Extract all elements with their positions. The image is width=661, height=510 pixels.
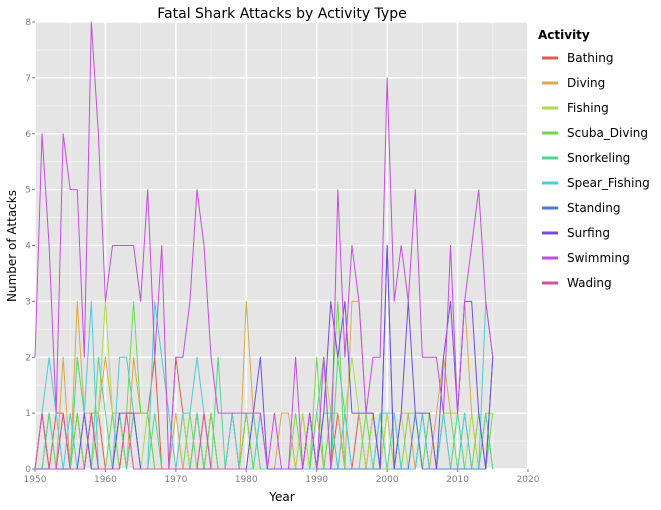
legend-label-standing: Standing (567, 201, 620, 215)
x-tick-label: 1960 (94, 475, 117, 485)
y-axis-title: Number of Attacks (5, 190, 19, 302)
legend-label-scuba-diving: Scuba_Diving (567, 126, 648, 140)
series-layer (34, 21, 494, 470)
x-tick-label: 2020 (517, 475, 540, 485)
legend-label-swimming: Swimming (567, 251, 630, 265)
legend-label-spear-fishing: Spear_Fishing (567, 176, 650, 190)
series-line-standing (316, 245, 494, 470)
y-tick-label: 1 (25, 409, 31, 419)
x-tick-label: 1990 (305, 475, 328, 485)
legend-label-diving: Diving (567, 76, 605, 90)
series-line-wading (34, 412, 247, 470)
y-tick-label: 3 (25, 297, 31, 307)
legend-label-fishing: Fishing (567, 101, 609, 115)
x-tick-label: 1950 (24, 475, 47, 485)
legend-label-wading: Wading (567, 276, 612, 290)
y-tick-label: 2 (25, 353, 31, 363)
x-tick-label: 2000 (376, 475, 399, 485)
y-tick-label: 4 (25, 242, 31, 252)
y-tick-label: 5 (25, 186, 31, 196)
series-line-swimming (34, 21, 494, 470)
x-tick-label: 1970 (164, 475, 187, 485)
legend-label-bathing: Bathing (567, 51, 613, 65)
y-tick-label: 8 (25, 18, 31, 28)
y-tick-label: 0 (25, 465, 31, 475)
y-tick-label: 6 (25, 130, 31, 140)
x-tick-label: 2010 (446, 475, 469, 485)
x-axis-title: Year (268, 490, 294, 504)
y-tick-label: 7 (25, 74, 31, 84)
chart-title: Fatal Shark Attacks by Activity Type (157, 6, 406, 22)
legend: Activity Bathing Diving Fishing Scuba_Divin… (538, 28, 650, 290)
legend-title: Activity (538, 28, 590, 42)
legend-label-snorkeling: Snorkeling (567, 151, 630, 165)
legend-label-surfing: Surfing (567, 226, 610, 240)
x-tick-label: 1980 (235, 475, 258, 485)
axis-ticks: 1950 1960 1970 1980 1990 2000 2010 2020 0 1 2 3 4 5 6 7… (24, 18, 540, 485)
